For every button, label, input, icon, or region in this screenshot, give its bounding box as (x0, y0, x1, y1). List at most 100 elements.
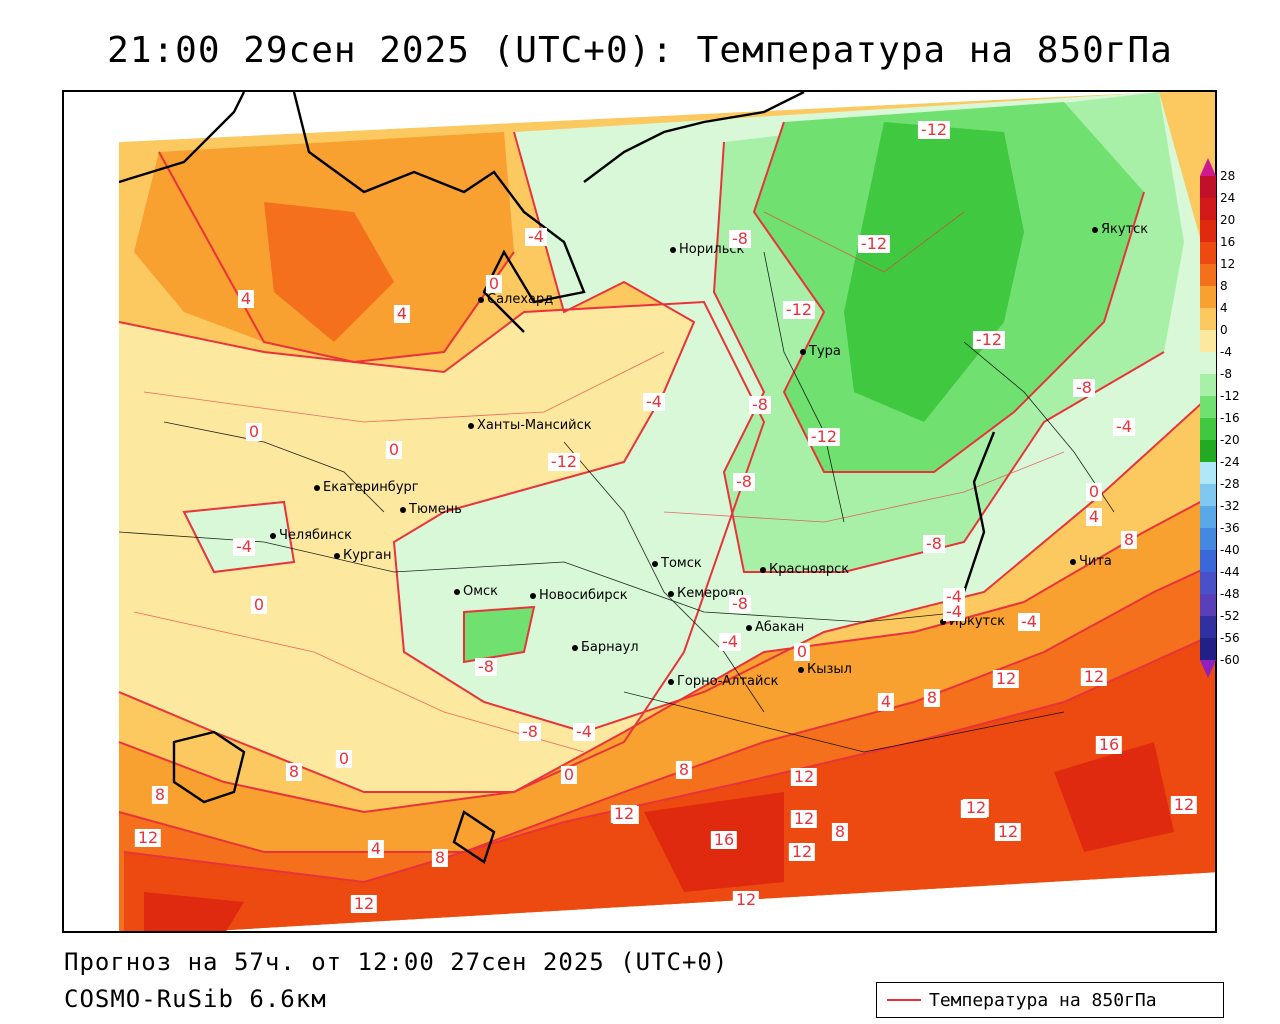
isotherm-label: 12 (134, 829, 162, 847)
colorbar-cell (1200, 352, 1216, 374)
colorbar-cell (1200, 198, 1216, 220)
colorbar-tick-label: 28 (1220, 169, 1236, 183)
isotherm-label: 8 (923, 689, 941, 707)
isotherm-label: -4 (719, 633, 741, 651)
isotherm-label: -12 (857, 235, 891, 253)
isotherm-label: 12 (1080, 668, 1108, 686)
isotherm-label: -8 (519, 723, 541, 741)
colorbar-cell (1200, 462, 1216, 484)
colorbar-cell (1200, 220, 1216, 242)
city-dot-icon (400, 506, 406, 513)
isotherm-label: -8 (729, 595, 751, 613)
city-tomsk: Томск (652, 556, 702, 571)
temperature-field (64, 92, 1215, 931)
colorbar-cell (1200, 638, 1216, 660)
colorbar-cell (1200, 374, 1216, 396)
city-dot-icon (652, 560, 658, 567)
isotherm-label: -12 (807, 428, 841, 446)
colorbar-cell (1200, 330, 1216, 352)
isotherm-label: 8 (151, 786, 169, 804)
colorbar-tick-label: 20 (1220, 213, 1236, 227)
city-dot-icon (670, 246, 676, 253)
colorbar-tick-label: -56 (1220, 631, 1240, 645)
colorbar-tick-label: -24 (1220, 455, 1240, 469)
city-dot-icon (270, 532, 276, 539)
isotherm-label: -4 (573, 723, 595, 741)
model-name: COSMO-RuSib 6.6км (64, 985, 327, 1013)
isotherm-label: 4 (393, 305, 411, 323)
isotherm-label: -12 (782, 301, 816, 319)
city-krasnoyarsk: Красноярск (760, 562, 849, 577)
colorbar-tick-label: -12 (1220, 389, 1240, 403)
map-title: 21:00 29сен 2025 (UTC+0): Температура на… (107, 30, 1173, 71)
city-abakan: Абакан (746, 620, 804, 635)
colorbar-cell (1200, 572, 1216, 594)
colorbar-cell (1200, 440, 1216, 462)
temperature-colorbar (1200, 158, 1216, 688)
colorbar-cell (1200, 396, 1216, 418)
isotherm-label: 0 (560, 766, 578, 784)
city-kyzyl: Кызыл (798, 662, 852, 677)
isotherm-label: -4 (943, 588, 965, 606)
colorbar-cell (1200, 242, 1216, 264)
isotherm-label: 12 (994, 823, 1022, 841)
colorbar-tick-label: -16 (1220, 411, 1240, 425)
isotherm-label: -8 (1073, 379, 1095, 397)
city-dot-icon (572, 644, 578, 651)
isotherm-label: 12 (1170, 796, 1198, 814)
city-dot-icon (1092, 226, 1098, 233)
isotherm-label: -8 (729, 230, 751, 248)
colorbar-cell (1200, 176, 1216, 198)
colorbar-tick-label: -40 (1220, 543, 1240, 557)
city-dot-icon (668, 590, 674, 597)
city-dot-icon (468, 422, 474, 429)
city-dot-icon (478, 296, 484, 303)
city-barnaul: Барнаул (572, 640, 639, 655)
colorbar-tick-label: 12 (1220, 257, 1236, 271)
isotherm-label: -4 (1113, 418, 1135, 436)
isotherm-label: 0 (245, 423, 263, 441)
colorbar-cell (1200, 484, 1216, 506)
city-salekhard: Салехард (478, 292, 553, 307)
colorbar-tick-label: -44 (1220, 565, 1240, 579)
isotherm-label: -12 (917, 121, 951, 139)
colorbar-cell (1200, 418, 1216, 440)
isotherm-label: 16 (710, 831, 738, 849)
colorbar-cell (1200, 286, 1216, 308)
colorbar-cell (1200, 550, 1216, 572)
colorbar-tick-label: 24 (1220, 191, 1236, 205)
isotherm-label: 12 (790, 810, 818, 828)
city-khanty-mansiysk: Ханты-Мансийск (468, 418, 592, 433)
colorbar-cell (1200, 264, 1216, 286)
isotherm-label: -4 (525, 228, 547, 246)
city-tyumen: Тюмень (400, 502, 462, 517)
colorbar-tick-label: -4 (1220, 345, 1232, 359)
isotherm-label: 12 (962, 799, 990, 817)
legend-line-swatch (887, 999, 921, 1001)
forecast-map[interactable]: Норильск Якутск Салехард Тура Ханты-Манс… (62, 90, 1217, 933)
city-dot-icon (530, 592, 536, 599)
legend-box: Температура на 850гПа (876, 982, 1224, 1018)
city-dot-icon (314, 484, 320, 491)
isotherm-label: 12 (790, 768, 818, 786)
city-tura: Тура (800, 344, 841, 359)
colorbar-bottom-arrow-icon (1200, 660, 1216, 678)
city-novosibirsk: Новосибирск (530, 588, 628, 603)
colorbar-tick-label: 16 (1220, 235, 1236, 249)
colorbar-tick-label: -28 (1220, 477, 1240, 491)
city-kurgan: Курган (334, 548, 391, 563)
city-dot-icon (798, 666, 804, 673)
isotherm-label: 0 (385, 441, 403, 459)
isotherm-label: 12 (788, 843, 816, 861)
legend-label: Температура на 850гПа (929, 989, 1157, 1011)
forecast-info: Прогноз на 57ч. от 12:00 27сен 2025 (UTC… (64, 948, 729, 976)
isotherm-label: 0 (485, 275, 503, 293)
city-yakutsk: Якутск (1092, 222, 1148, 237)
isotherm-label: -12 (547, 453, 581, 471)
city-norilsk: Норильск (670, 242, 744, 257)
isotherm-label: 8 (675, 761, 693, 779)
colorbar-tick-label: -60 (1220, 653, 1240, 667)
colorbar-tick-label: -8 (1220, 367, 1232, 381)
city-dot-icon (760, 566, 766, 573)
isotherm-label: 8 (831, 823, 849, 841)
